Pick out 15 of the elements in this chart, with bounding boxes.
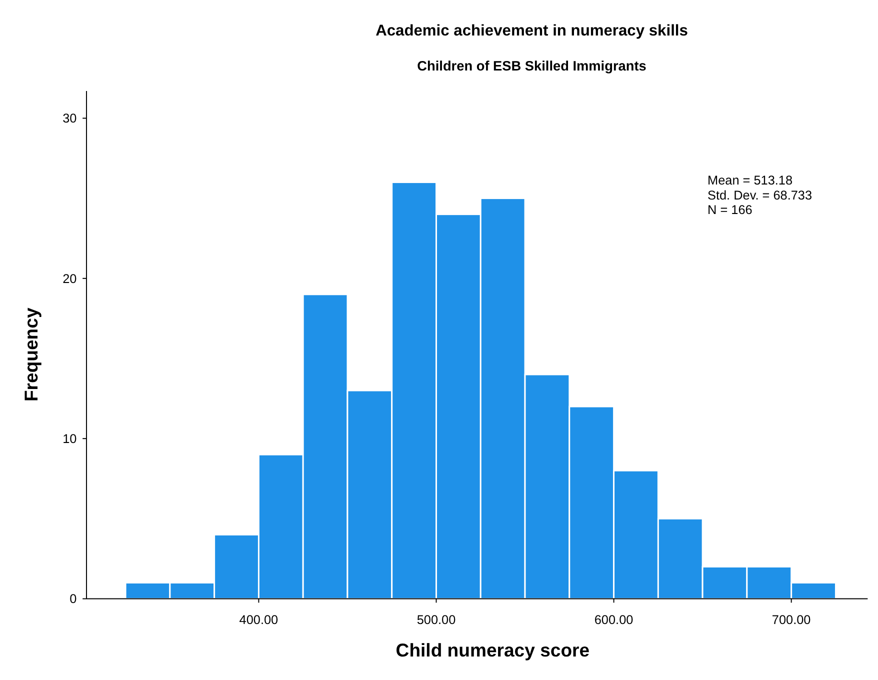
x-axis-title: Child numeracy score [396,639,590,660]
chart-title: Academic achievement in numeracy skills [376,22,688,40]
y-tick-label: 30 [62,112,77,126]
x-tick-label: 500.00 [416,613,456,628]
annotation: N = 166 [708,203,752,218]
annotation: Std. Dev. = 68.733 [708,188,812,202]
x-tick-label: 700.00 [772,613,811,628]
y-tick-label: 10 [62,432,77,446]
x-tick-label: 600.00 [594,613,634,628]
y-tick-label: 0 [70,592,77,606]
y-axis-title: Frequency [20,307,42,402]
chart-subtitle: Children of ESB Skilled Immigrants [417,58,647,74]
annotation: Mean = 513.18 [708,174,793,188]
x-tick-label: 400.00 [239,613,278,628]
y-tick-label: 20 [62,272,77,286]
